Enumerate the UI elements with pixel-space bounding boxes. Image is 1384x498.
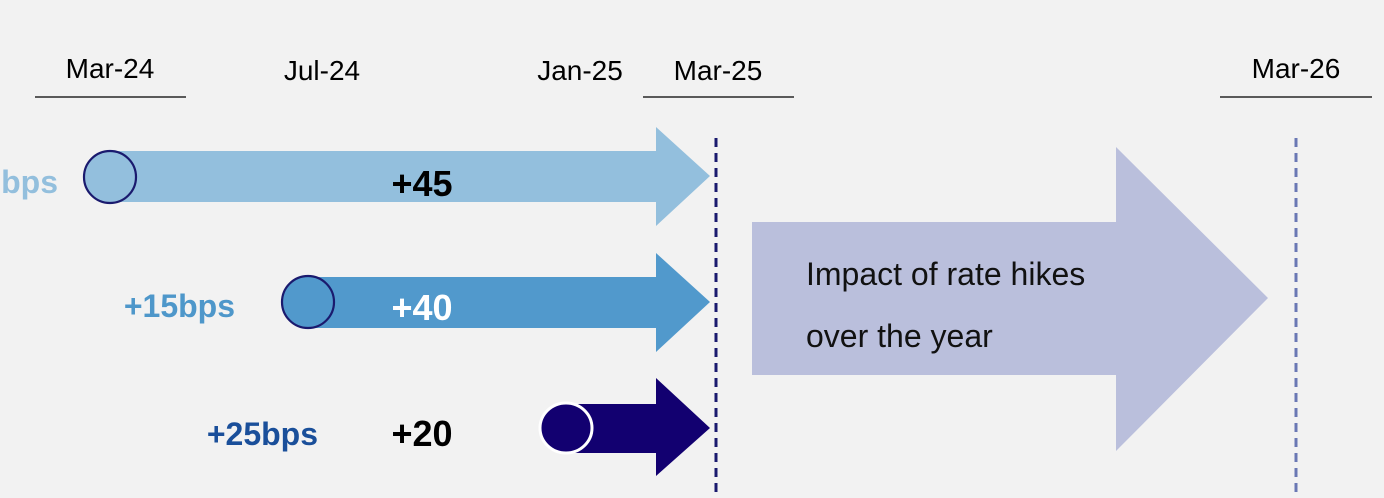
hike-row-3: +25bps +20 [207,378,710,476]
hike-arrow-2 [308,253,710,352]
hike-start-marker-1 [82,149,138,205]
impact-arrow [752,147,1268,451]
date-label-jul-24: Jul-24 [284,55,360,86]
hike-bps-label-2: +15bps [124,288,235,324]
timeline-dates: Mar-24 Jul-24 Jan-25 Mar-25 Mar-26 [35,53,1372,98]
date-label-mar-26: Mar-26 [1252,53,1341,84]
hike-row-2: +15bps +40 [124,253,710,352]
hike-arrow-1 [110,127,710,226]
hike-value-label-2: +40 [391,287,452,328]
date-label-mar-24: Mar-24 [66,53,155,84]
impact-text-line-2: over the year [806,318,993,354]
hike-start-marker-3 [538,401,594,455]
date-label-mar-25: Mar-25 [674,55,763,86]
date-label-jan-25: Jan-25 [537,55,623,86]
hike-bps-label-1: +bps [0,164,58,200]
hike-value-label-1: +45 [391,163,452,204]
hike-row-1: +bps +45 [0,127,710,226]
hike-start-marker-2 [280,274,336,330]
hike-value-label-3: +20 [391,413,452,454]
hike-arrow-3 [566,378,710,476]
hike-bps-label-3: +25bps [207,416,318,452]
impact-text-line-1: Impact of rate hikes [806,256,1085,292]
